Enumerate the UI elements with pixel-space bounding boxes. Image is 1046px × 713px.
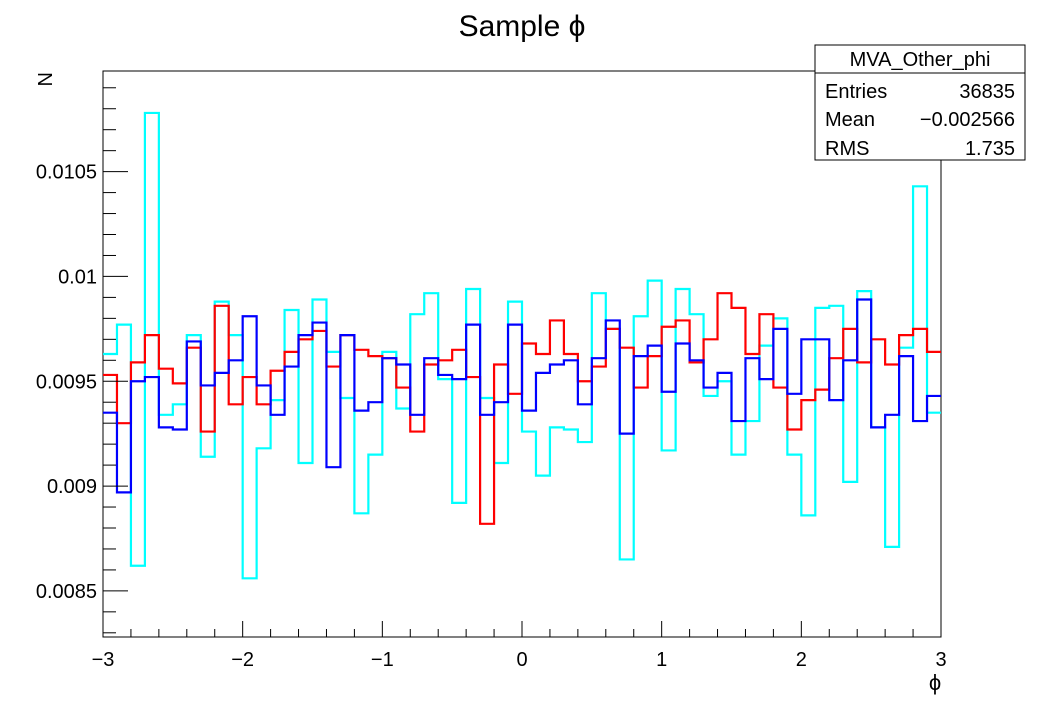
- x-tick-label: 0: [516, 649, 527, 671]
- x-tick-label: −3: [92, 649, 115, 671]
- stats-rms-label: RMS: [825, 138, 869, 160]
- x-axis-label: ϕ: [929, 670, 941, 695]
- stats-box-name: MVA_Other_phi: [850, 49, 991, 71]
- series-layer: [103, 111, 941, 580]
- stats-mean-label: Mean: [825, 109, 875, 131]
- y-tick-label: 0.0095: [36, 371, 97, 393]
- stats-rms-value: 1.735: [965, 138, 1015, 160]
- y-tick-label: 0.01: [58, 266, 97, 288]
- y-tick-label: 0.009: [47, 476, 97, 498]
- y-tick-label: 0.0085: [36, 581, 97, 603]
- stats-box-frame: [814, 44, 1026, 161]
- x-tick-label: 1: [656, 649, 667, 671]
- axes-layer: −3 −2 −1 0 1 2 3 0.0085 0.009 0.0095 0.01 0.0105: [36, 87, 947, 671]
- x-tick-label: −2: [231, 649, 254, 671]
- stats-mean-value: −0.002566: [920, 109, 1015, 131]
- stats-entries-label: Entries: [825, 81, 887, 103]
- x-tick-label: −1: [371, 649, 394, 671]
- y-axis-label: N: [35, 72, 57, 86]
- stats-box: MVA_Other_phi Entries 36835 Mean −0.0025…: [814, 44, 1026, 161]
- stats-entries-value: 36835: [959, 81, 1015, 103]
- x-tick-label: 3: [935, 649, 946, 671]
- x-tick-label: 2: [796, 649, 807, 671]
- y-tick-label: 0.0105: [36, 162, 97, 184]
- histogram-series-3: [103, 298, 941, 494]
- chart-title: Sample ϕ: [459, 10, 586, 43]
